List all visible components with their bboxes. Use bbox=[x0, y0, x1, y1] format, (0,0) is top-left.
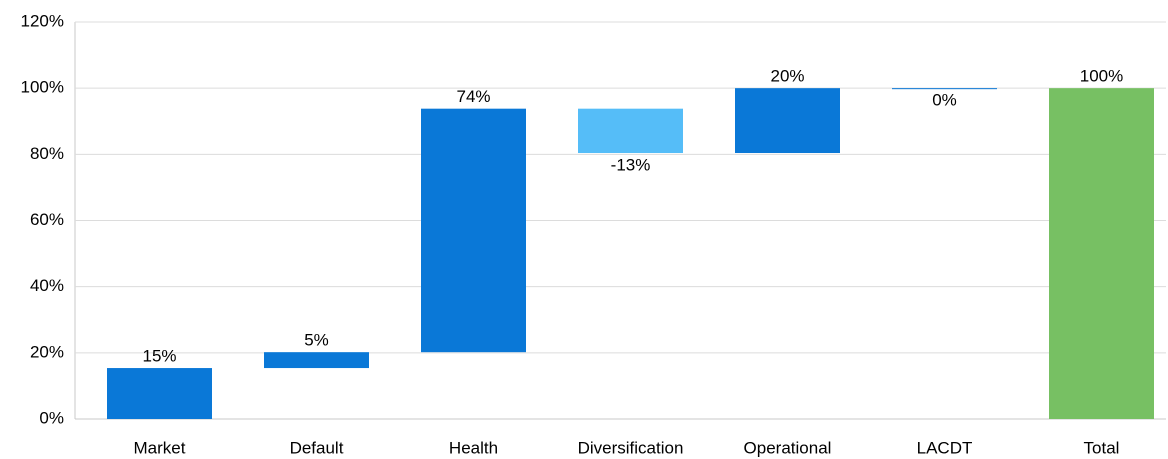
data-label: 20% bbox=[770, 67, 804, 86]
y-tick-label: 100% bbox=[21, 78, 64, 97]
data-label: 74% bbox=[456, 87, 490, 106]
bar bbox=[421, 108, 526, 353]
bar bbox=[1049, 88, 1154, 420]
y-tick-label: 40% bbox=[30, 276, 64, 295]
x-tick-label: Diversification bbox=[578, 438, 684, 457]
y-tick-label: 80% bbox=[30, 144, 64, 163]
y-tick-label: 120% bbox=[21, 11, 64, 30]
data-label: 15% bbox=[142, 347, 176, 366]
x-tick-label: Health bbox=[449, 438, 498, 457]
bar bbox=[892, 88, 997, 90]
x-tick-label: Market bbox=[134, 438, 186, 457]
x-tick-label: Operational bbox=[744, 438, 832, 457]
bar bbox=[578, 108, 683, 154]
bar bbox=[107, 368, 212, 419]
x-tick-label: LACDT bbox=[917, 438, 973, 457]
data-label: -13% bbox=[611, 155, 651, 174]
y-tick-label: 60% bbox=[30, 210, 64, 229]
bar bbox=[735, 88, 840, 154]
data-label: 0% bbox=[932, 91, 957, 110]
y-tick-label: 20% bbox=[30, 342, 64, 361]
x-tick-label: Total bbox=[1084, 438, 1120, 457]
bar bbox=[264, 352, 369, 369]
y-tick-label: 0% bbox=[39, 408, 64, 427]
x-tick-label: Default bbox=[290, 438, 344, 457]
data-label: 100% bbox=[1080, 67, 1123, 86]
data-label: 5% bbox=[304, 331, 329, 350]
